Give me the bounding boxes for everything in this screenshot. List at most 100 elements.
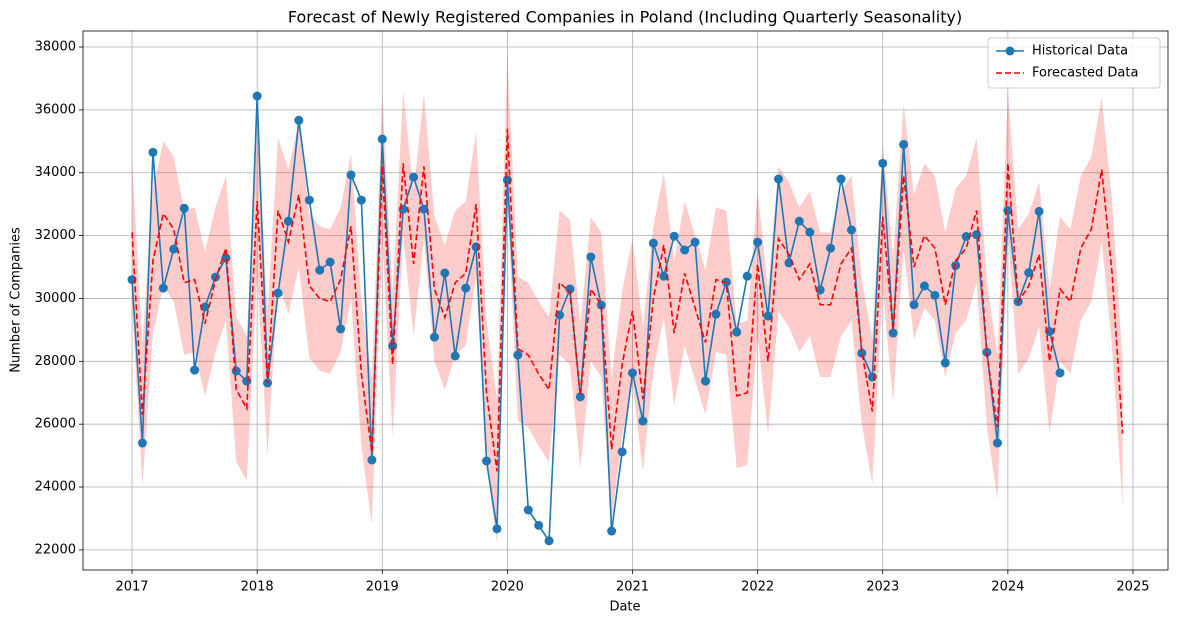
data-point [690, 237, 700, 247]
series-line [131, 96, 1061, 544]
data-point [617, 447, 627, 457]
x-tick-label: 2021 [616, 580, 649, 595]
data-point [137, 438, 147, 448]
data-point [805, 227, 815, 237]
data-point [711, 309, 721, 319]
data-point [930, 290, 940, 300]
data-point [575, 392, 585, 402]
legend-marker [1005, 46, 1015, 56]
data-point [304, 195, 314, 205]
data-point [638, 416, 648, 426]
legend-box [987, 37, 1161, 89]
data-point [200, 302, 210, 312]
data-point [283, 216, 293, 226]
y-tick-label: 28000 [35, 354, 76, 369]
data-point [179, 203, 189, 213]
x-tick-label: 2023 [866, 580, 899, 595]
x-tick-label: 2020 [491, 580, 524, 595]
y-tick-label: 36000 [35, 102, 76, 117]
data-point [992, 438, 1002, 448]
data-point [732, 327, 742, 337]
data-point [419, 204, 429, 214]
data-point [586, 252, 596, 262]
y-tick-label: 30000 [35, 291, 76, 306]
data-point [367, 455, 377, 465]
data-point [899, 139, 909, 149]
data-point [846, 225, 856, 235]
y-axis-label: Number of Companies [9, 227, 24, 373]
data-point [315, 265, 325, 275]
data-point [148, 147, 158, 157]
data-point [753, 237, 763, 247]
data-point [961, 232, 971, 242]
data-point [972, 230, 982, 240]
data-point [700, 376, 710, 386]
data-point [794, 216, 804, 226]
data-point [951, 260, 961, 270]
data-point [356, 195, 366, 205]
data-point [169, 244, 179, 254]
data-point [190, 365, 200, 375]
data-point [648, 238, 658, 248]
data-point [492, 524, 502, 534]
data-point [659, 271, 669, 281]
data-point [628, 368, 638, 378]
data-point [909, 300, 919, 310]
data-point [878, 158, 888, 168]
data-point [774, 174, 784, 184]
data-point [325, 257, 335, 267]
data-point [377, 134, 387, 144]
data-point [336, 324, 346, 334]
data-point [1024, 268, 1034, 278]
data-point [481, 456, 491, 466]
y-tick-label: 38000 [35, 40, 76, 55]
data-point [273, 288, 283, 298]
data-point [888, 328, 898, 338]
data-point [919, 281, 929, 291]
data-point [1045, 326, 1055, 336]
data-point [388, 341, 398, 351]
data-point [534, 520, 544, 530]
data-point [680, 245, 690, 255]
data-point [1034, 206, 1044, 216]
x-tick-label: 2017 [115, 580, 148, 595]
data-point [607, 526, 617, 536]
data-point [513, 350, 523, 360]
confidence-band [132, 56, 1123, 544]
y-tick-label: 26000 [35, 417, 76, 432]
data-point [231, 366, 241, 376]
data-point [450, 351, 460, 361]
data-point [409, 172, 419, 182]
data-point [544, 536, 554, 546]
data-point [158, 283, 168, 293]
data-point [461, 283, 471, 293]
x-tick-label: 2019 [366, 580, 399, 595]
data-point [346, 170, 356, 180]
data-point [742, 271, 752, 281]
data-point [523, 505, 533, 515]
data-point [982, 347, 992, 357]
y-tick-label: 32000 [35, 228, 76, 243]
series-line [131, 128, 1124, 472]
data-point [565, 284, 575, 294]
data-point [763, 311, 773, 321]
data-point [596, 300, 606, 310]
legend-label: Forecasted Data [1032, 66, 1138, 81]
y-tick-label: 22000 [35, 542, 76, 557]
x-tick-label: 2024 [991, 580, 1024, 595]
data-point [836, 174, 846, 184]
x-axis-label: Date [609, 600, 640, 615]
data-point [940, 358, 950, 368]
plot-frame [82, 30, 1169, 571]
data-point [857, 348, 867, 358]
data-point [826, 243, 836, 253]
data-point [669, 231, 679, 241]
data-point [429, 332, 439, 342]
data-point [294, 115, 304, 125]
data-point [815, 285, 825, 295]
legend-label: Historical Data [1032, 44, 1128, 59]
y-tick-label: 24000 [35, 480, 76, 495]
data-point [242, 376, 252, 386]
x-tick-label: 2022 [741, 580, 774, 595]
